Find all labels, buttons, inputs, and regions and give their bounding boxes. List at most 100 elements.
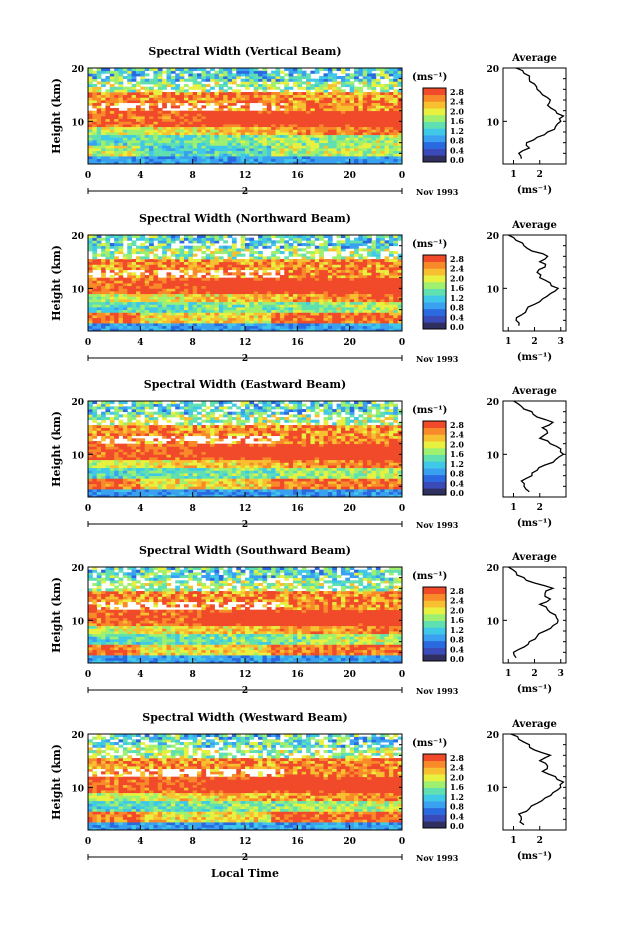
- heatmap-cell: [205, 118, 211, 122]
- heatmap-cell: [114, 304, 119, 308]
- heatmap-cell: [354, 150, 359, 154]
- heatmap-cell: [262, 245, 268, 249]
- heatmap-cell: [223, 110, 228, 114]
- heatmap-cell: [271, 124, 276, 128]
- heatmap-cell: [101, 277, 106, 281]
- heatmap-cell: [192, 118, 198, 122]
- heatmap-cell: [96, 312, 102, 316]
- heatmap-cell: [127, 253, 133, 257]
- heatmap-cell: [397, 97, 403, 101]
- heatmap-cell: [227, 315, 233, 319]
- heatmap-cell: [262, 134, 268, 138]
- heatmap-cell: [127, 315, 133, 319]
- heatmap-cell: [240, 491, 246, 495]
- heatmap-cell: [271, 291, 276, 295]
- heatmap-cell: [157, 137, 163, 141]
- heatmap-cell: [201, 309, 207, 313]
- heatmap-cell: [275, 140, 281, 144]
- heatmap-cell: [166, 291, 172, 295]
- heatmap-cell: [310, 148, 316, 152]
- heatmap-cell: [109, 320, 115, 324]
- heatmap-cell: [380, 100, 385, 104]
- heatmap-cell: [327, 129, 333, 133]
- heatmap-cell: [122, 304, 128, 308]
- heatmap-cell: [114, 293, 119, 297]
- heatmap-cell: [388, 312, 394, 316]
- heatmap-cell: [118, 309, 124, 313]
- heatmap-cell: [157, 81, 163, 85]
- heatmap-cell: [393, 325, 399, 329]
- heatmap-cell: [384, 145, 390, 149]
- heatmap-cell: [284, 243, 290, 247]
- heatmap-cell: [362, 73, 368, 77]
- heatmap-cell: [362, 325, 368, 329]
- heatmap-cell: [122, 237, 128, 241]
- heatmap-cell: [393, 126, 399, 130]
- heatmap-cell: [149, 126, 154, 130]
- heatmap-cell: [127, 94, 133, 98]
- heatmap-cell: [88, 323, 93, 327]
- heatmap-cell: [179, 494, 185, 498]
- heatmap-cell: [210, 328, 215, 332]
- colorbar-tick-label: 1.6: [450, 116, 464, 126]
- heatmap-cell: [388, 100, 394, 104]
- heatmap-cell: [162, 150, 167, 154]
- heatmap-cell: [297, 118, 303, 122]
- heatmap-cell: [162, 97, 167, 101]
- heatmap-cell: [319, 269, 324, 273]
- heatmap-cell: [105, 323, 111, 327]
- heatmap-cell: [170, 317, 176, 321]
- heatmap-cell: [105, 243, 111, 247]
- heatmap-cell: [105, 299, 111, 303]
- heatmap-cell: [236, 491, 242, 495]
- heatmap-cell: [131, 267, 137, 271]
- heatmap-cell: [105, 325, 111, 329]
- heatmap-cell: [227, 158, 233, 162]
- heatmap-cell: [249, 264, 255, 268]
- heatmap-cell: [271, 153, 276, 157]
- heatmap-cell: [140, 328, 146, 332]
- heatmap-cell: [384, 86, 390, 90]
- heatmap-cell: [218, 76, 224, 80]
- heatmap-cell: [249, 121, 255, 125]
- heatmap-cell: [236, 328, 242, 332]
- heatmap-cell: [140, 116, 146, 120]
- heatmap-cell: [271, 264, 276, 268]
- heatmap-cell: [140, 243, 146, 247]
- heatmap-cell: [118, 269, 124, 273]
- heatmap-cell: [227, 100, 233, 104]
- heatmap-cell: [223, 92, 228, 96]
- heatmap-cell: [380, 140, 385, 144]
- heatmap-cell: [271, 118, 276, 122]
- heatmap-cell: [144, 68, 150, 72]
- heatmap-cell: [349, 142, 355, 146]
- heatmap-cell: [192, 84, 198, 88]
- heatmap-cell: [188, 126, 194, 130]
- heatmap-cell: [240, 248, 246, 252]
- heatmap-cell: [367, 291, 372, 295]
- x-tick-label: 0: [399, 171, 405, 181]
- heatmap-cell: [149, 156, 154, 160]
- heatmap-cell: [236, 118, 242, 122]
- heatmap-cell: [166, 100, 172, 104]
- heatmap-cell: [170, 92, 176, 96]
- heatmap-cell: [140, 73, 146, 77]
- heatmap-cell: [192, 100, 198, 104]
- heatmap-cell: [284, 118, 290, 122]
- heatmap-cell: [319, 102, 324, 106]
- heatmap-cell: [362, 291, 368, 295]
- heatmap-cell: [301, 142, 307, 146]
- heatmap-cell: [314, 304, 320, 308]
- heatmap-cell: [258, 325, 263, 329]
- heatmap-cell: [266, 137, 272, 141]
- heatmap-cell: [197, 73, 202, 77]
- heatmap-cell: [140, 86, 146, 90]
- heatmap-cell: [310, 309, 316, 313]
- heatmap-cell: [358, 134, 364, 138]
- heatmap-cell: [367, 269, 372, 273]
- heatmap-cell: [149, 89, 154, 93]
- heatmap-cell: [153, 73, 159, 77]
- heatmap-cell: [362, 97, 368, 101]
- heatmap-cell: [306, 129, 311, 133]
- heatmap-cell: [340, 245, 346, 249]
